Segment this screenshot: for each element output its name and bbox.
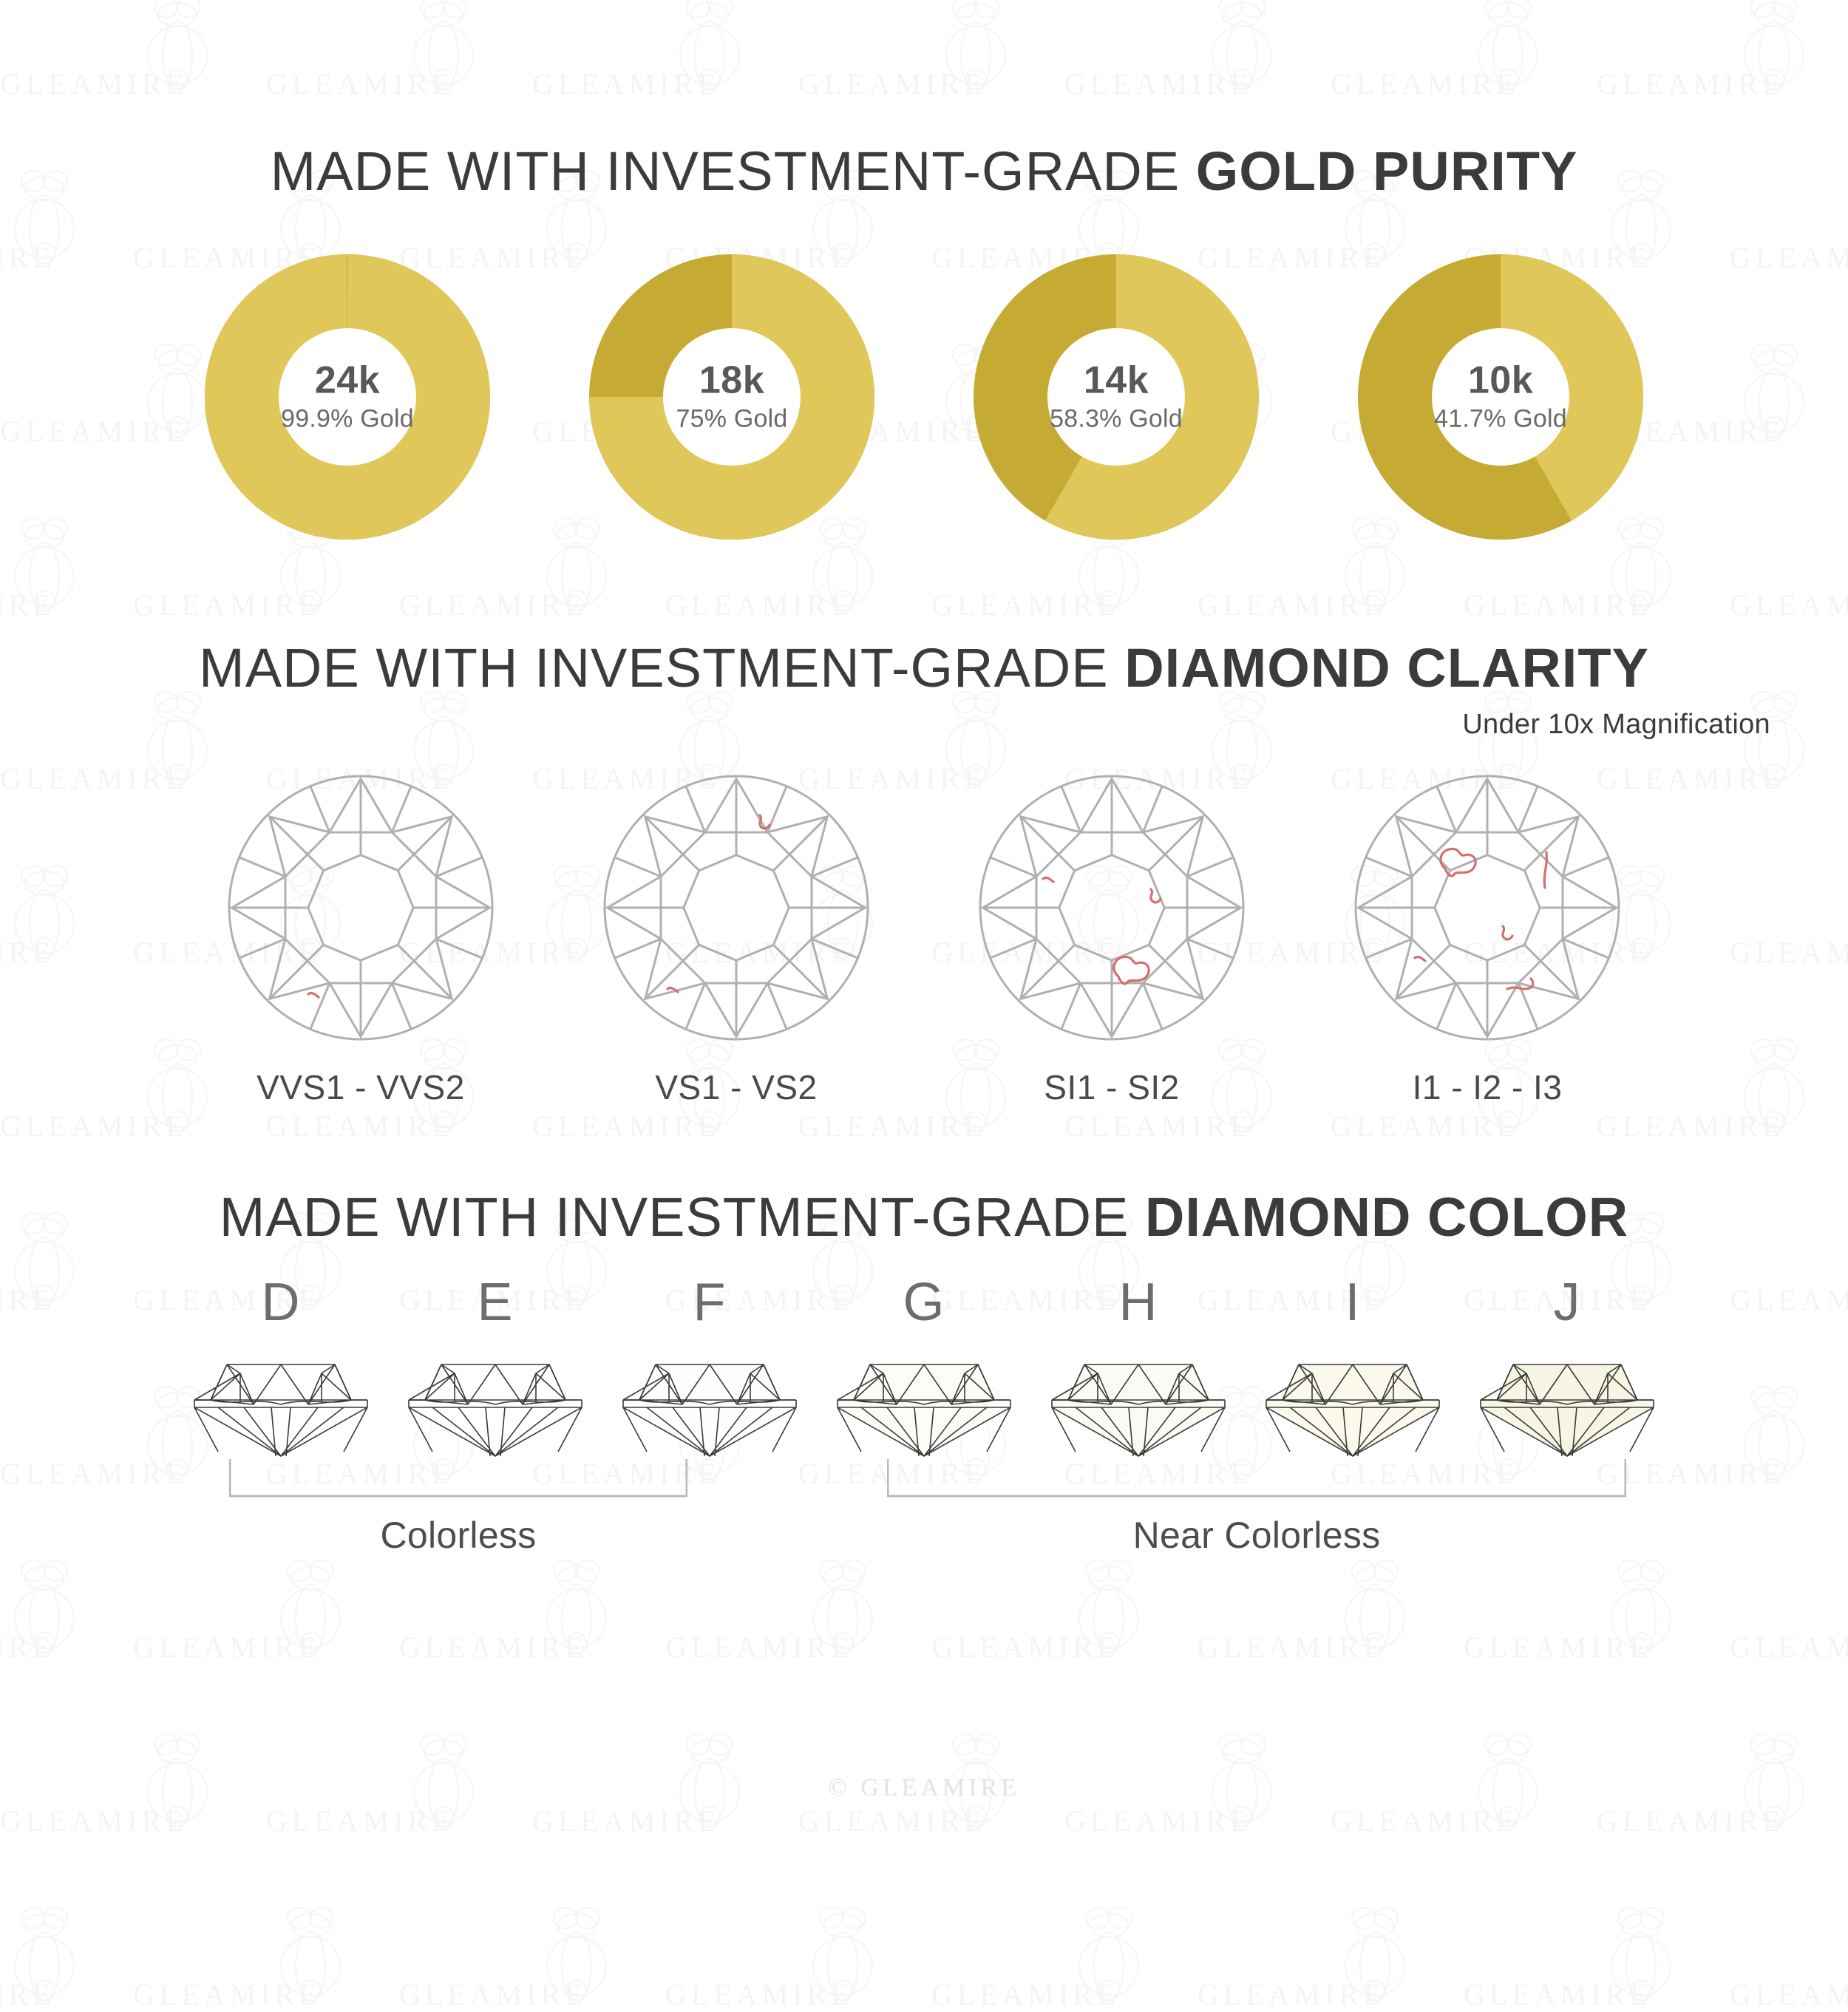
gold-donut-24k: 24k 99.9% Gold xyxy=(192,242,503,552)
clarity-title-regular: MADE WITH INVESTMENT-GRADE xyxy=(199,637,1125,699)
color-bracket-row: Colorless Near Colorless xyxy=(148,1459,1700,1592)
color-title-bold: DIAMOND COLOR xyxy=(1144,1186,1629,1248)
color-grade-I: I xyxy=(1254,1276,1452,1459)
color-title-regular: MADE WITH INVESTMENT-GRADE xyxy=(219,1186,1145,1248)
brilliant-cut-side-view-icon xyxy=(408,1364,582,1457)
diamond-clarity-section: MADE WITH INVESTMENT-GRADE DIAMOND CLARI… xyxy=(0,552,1848,1107)
infographic-page: MADE WITH INVESTMENT-GRADE GOLD PURITY 2… xyxy=(0,0,1848,1801)
brilliant-cut-side-view-icon xyxy=(194,1364,368,1457)
gold-donut-18k: 18k 75% Gold xyxy=(577,242,887,552)
color-grade-letter: I xyxy=(1345,1273,1361,1332)
donut-chart-icon xyxy=(589,254,874,540)
bracket-0 xyxy=(229,1459,687,1498)
color-grade-E: E xyxy=(396,1276,594,1459)
color-grade-letter: D xyxy=(261,1273,301,1332)
gold-purity-section: MADE WITH INVESTMENT-GRADE GOLD PURITY 2… xyxy=(0,0,1848,552)
color-grade-row: D E xyxy=(0,1276,1848,1459)
color-grade-J: J xyxy=(1468,1276,1666,1459)
diamond-color-title: MADE WITH INVESTMENT-GRADE DIAMOND COLOR xyxy=(0,1190,1848,1245)
clarity-item-0: VVS1 - VVS2 xyxy=(213,767,509,1107)
clarity-grade-label: VVS1 - VVS2 xyxy=(257,1068,465,1107)
clarity-title-bold: DIAMOND CLARITY xyxy=(1124,637,1649,699)
inclusion-marks xyxy=(666,814,771,993)
color-grade-letter: G xyxy=(903,1273,945,1332)
clarity-grade-label: SI1 - SI2 xyxy=(1044,1068,1180,1107)
color-grade-G: G xyxy=(825,1276,1023,1459)
clarity-grade-label: VS1 - VS2 xyxy=(655,1068,818,1107)
donut-chart-icon xyxy=(1358,254,1643,540)
magnification-subtitle: Under 10x Magnification xyxy=(1462,709,1770,740)
color-grade-letter: F xyxy=(693,1273,727,1332)
donut-chart-icon xyxy=(974,254,1260,540)
brilliant-cut-side-view-icon xyxy=(1266,1364,1440,1457)
bracket-label: Colorless xyxy=(380,1515,537,1556)
color-grade-F: F xyxy=(611,1276,809,1459)
clarity-item-1: VS1 - VS2 xyxy=(588,767,884,1107)
round-brilliant-top-view-icon xyxy=(1354,775,1620,1041)
diamond-color-section: MADE WITH INVESTMENT-GRADE DIAMOND COLOR… xyxy=(0,1107,1848,1592)
gold-donut-row: 24k 99.9% Gold 18k 75% Gold 14k 58.3% Go… xyxy=(0,242,1848,552)
round-brilliant-top-view-icon xyxy=(603,775,869,1041)
clarity-item-3: I1 - I2 - I3 xyxy=(1339,767,1635,1107)
bracket-1 xyxy=(887,1459,1626,1498)
brilliant-cut-side-view-icon xyxy=(837,1364,1011,1457)
color-grade-letter: E xyxy=(477,1273,514,1332)
round-brilliant-top-view-icon xyxy=(228,775,494,1041)
gold-donut-14k: 14k 58.3% Gold xyxy=(961,242,1271,552)
gold-title-regular: MADE WITH INVESTMENT-GRADE xyxy=(270,140,1196,202)
inclusion-marks xyxy=(307,991,320,999)
color-grade-letter: J xyxy=(1553,1273,1581,1332)
brilliant-cut-side-view-icon xyxy=(1051,1364,1226,1457)
diamond-clarity-title: MADE WITH INVESTMENT-GRADE DIAMOND CLARI… xyxy=(0,641,1848,696)
color-grade-H: H xyxy=(1039,1276,1237,1459)
brilliant-cut-side-view-icon xyxy=(1480,1364,1654,1457)
gold-title-bold: GOLD PURITY xyxy=(1195,140,1578,202)
gold-donut-10k: 10k 41.7% Gold xyxy=(1345,242,1656,552)
donut-chart-icon xyxy=(204,254,490,540)
clarity-row: VVS1 - VVS2 VS1 - VS2 SI1 - SI2 I1 - I2 … xyxy=(0,767,1848,1107)
bracket-label: Near Colorless xyxy=(1132,1515,1381,1556)
gold-purity-title: MADE WITH INVESTMENT-GRADE GOLD PURITY xyxy=(0,144,1848,199)
inclusion-marks xyxy=(1413,847,1548,990)
clarity-item-2: SI1 - SI2 xyxy=(964,767,1260,1107)
round-brilliant-top-view-icon xyxy=(979,775,1245,1041)
color-grade-D: D xyxy=(182,1276,380,1459)
clarity-grade-label: I1 - I2 - I3 xyxy=(1412,1068,1563,1107)
inclusion-marks xyxy=(1042,876,1162,985)
brilliant-cut-side-view-icon xyxy=(622,1364,797,1457)
footer-copyright: © GLEAMIRE xyxy=(828,1774,1020,1801)
color-grade-letter: H xyxy=(1118,1273,1158,1332)
